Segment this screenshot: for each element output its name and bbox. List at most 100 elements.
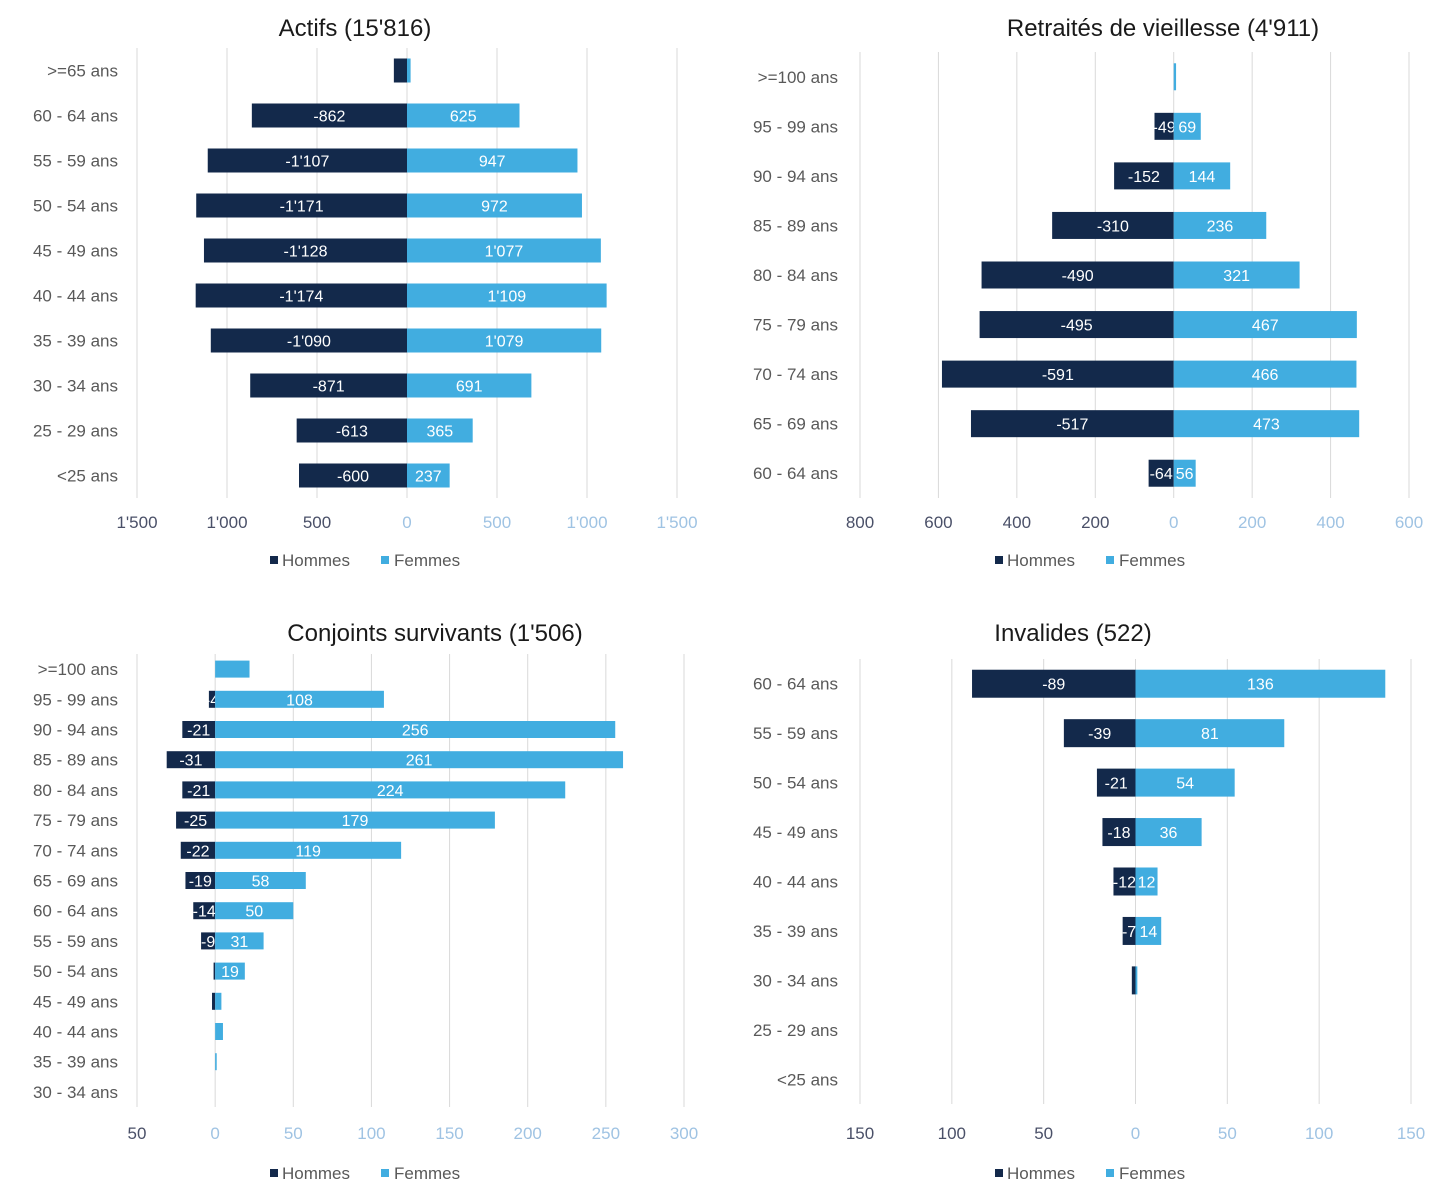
bar-hommes [1063,719,1136,748]
legend: Hommes Femmes [995,1164,1185,1183]
bar-hommes [393,58,407,83]
legend-swatch-femmes [381,556,389,564]
chart-title: Invalides (522) [994,620,1151,647]
data-label: 1'077 [485,244,524,261]
x-tick-label: 200 [514,1124,542,1143]
bar-femmes [1173,360,1357,388]
category-label: 95 - 99 ans [753,117,838,136]
data-label: 467 [1252,318,1279,335]
category-label: 25 - 29 ans [753,1021,838,1040]
x-tick-label: 50 [128,1124,147,1143]
category-label: 70 - 74 ans [753,365,838,384]
category-label: 60 - 64 ans [33,902,118,921]
x-tick-label: 250 [592,1124,620,1143]
legend-swatch-hommes [270,1169,278,1177]
bar-hommes [1102,818,1136,847]
category-label: 30 - 34 ans [753,971,838,990]
data-label: 81 [1201,726,1219,743]
data-label: -39 [1088,726,1111,743]
bar-femmes [215,992,222,1010]
bar-femmes [215,1053,217,1071]
bar-femmes [215,932,264,950]
category-label: >=100 ans [38,660,118,679]
category-label: 30 - 34 ans [33,377,118,396]
bar-femmes [215,721,616,738]
bar-femmes [1135,916,1162,945]
x-tick-label: 100 [1305,1124,1333,1143]
bar-hommes [1131,966,1136,995]
bar-hommes [195,283,407,308]
data-label: 56 [1176,466,1194,483]
legend-label-femmes: Femmes [394,551,460,570]
x-tick-label: 600 [1395,513,1423,532]
x-tick-label: 50 [1034,1124,1053,1143]
bar-hommes [212,992,216,1010]
category-label: >=100 ans [758,68,838,87]
data-label: -14 [193,904,216,921]
bar-hommes [208,690,216,708]
bar-femmes [215,781,566,799]
legend-label-femmes: Femmes [394,1164,460,1183]
category-label: 85 - 89 ans [33,751,118,770]
category-label: 55 - 59 ans [33,152,118,171]
x-tick-label: 800 [846,513,874,532]
category-label: 60 - 64 ans [33,107,118,126]
bar-hommes [1114,162,1174,190]
bar-femmes [407,103,520,128]
category-label: 25 - 29 ans [33,422,118,441]
category-label: 35 - 39 ans [753,922,838,941]
bar-femmes [1135,867,1158,896]
data-label: -25 [184,813,207,830]
data-label: 69 [1178,119,1196,136]
bar-femmes [1173,162,1231,190]
data-label: -310 [1097,218,1129,235]
category-label: <25 ans [57,467,118,486]
x-tick-label: 200 [1081,513,1109,532]
data-label: 224 [377,783,404,800]
data-label: 54 [1176,776,1194,793]
bar-femmes [1173,261,1300,289]
x-tick-label: 400 [1316,513,1344,532]
data-label: -21 [187,723,210,740]
data-label: -21 [187,783,210,800]
legend-swatch-femmes [1106,556,1114,564]
bar-femmes [407,328,602,353]
bar-hommes [1113,867,1136,896]
data-label: 14 [1139,924,1157,941]
x-tick-label: 150 [435,1124,463,1143]
bar-hommes [213,962,216,980]
legend: Hommes Femmes [270,551,460,570]
data-label: -21 [1105,776,1128,793]
bar-femmes [215,902,294,920]
data-label: 12 [1138,875,1156,892]
bar-femmes [215,751,624,769]
x-tick-label: 50 [1218,1124,1237,1143]
category-label: 75 - 79 ans [33,811,118,830]
category-label: 60 - 64 ans [753,675,838,694]
data-label: 1'079 [485,334,524,351]
bar-hommes [299,463,407,488]
x-tick-label: 100 [357,1124,385,1143]
data-label: -862 [313,109,345,126]
bar-hommes [1096,768,1136,797]
data-label: 972 [481,199,508,216]
x-tick-label: 600 [924,513,952,532]
data-label: 19 [221,964,239,981]
bar-hommes [1148,459,1174,487]
data-label: -1'171 [280,199,324,216]
bar-femmes [215,660,250,678]
data-label: 1'109 [487,289,526,306]
category-label: 65 - 69 ans [753,415,838,434]
category-label: 40 - 44 ans [753,873,838,892]
bar-femmes [1173,63,1177,91]
data-label: 108 [286,692,313,709]
data-label: -7 [1122,924,1136,941]
x-tick-label: 500 [303,513,331,532]
category-label: 95 - 99 ans [33,690,118,709]
category-label: 40 - 44 ans [33,287,118,306]
bar-femmes [1173,112,1201,140]
bar-hommes [203,238,407,263]
category-label: 80 - 84 ans [753,266,838,285]
data-label: -495 [1061,318,1093,335]
category-label: 75 - 79 ans [753,316,838,335]
